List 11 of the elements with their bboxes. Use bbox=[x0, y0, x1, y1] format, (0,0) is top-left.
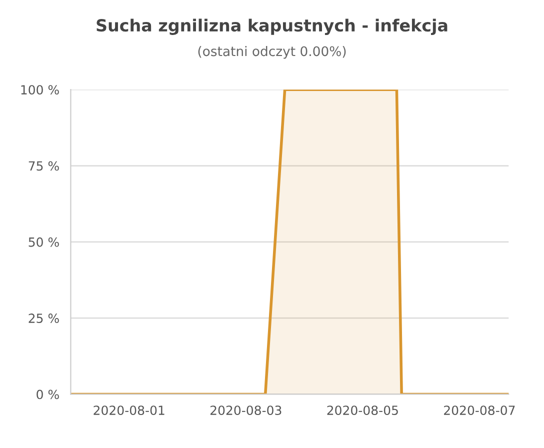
y-tick-label: 75 % bbox=[28, 161, 59, 171]
chart-subtitle: (ostatni odczyt 0.00%) bbox=[198, 46, 346, 59]
y-tick-label: 50 % bbox=[28, 237, 59, 247]
x-tick-label: 2020-08-01 bbox=[94, 406, 164, 416]
chart-title: Sucha zgnilizna kapustnych - infekcja bbox=[96, 18, 448, 35]
y-tick-label: 0 % bbox=[36, 390, 59, 400]
y-tick-label: 25 % bbox=[28, 314, 59, 324]
x-tick-label: 2020-08-07 bbox=[444, 406, 515, 416]
x-tick-label: 2020-08-05 bbox=[327, 406, 398, 416]
x-tick-label: 2020-08-03 bbox=[210, 406, 282, 416]
y-tick-label: 100 % bbox=[21, 85, 59, 95]
